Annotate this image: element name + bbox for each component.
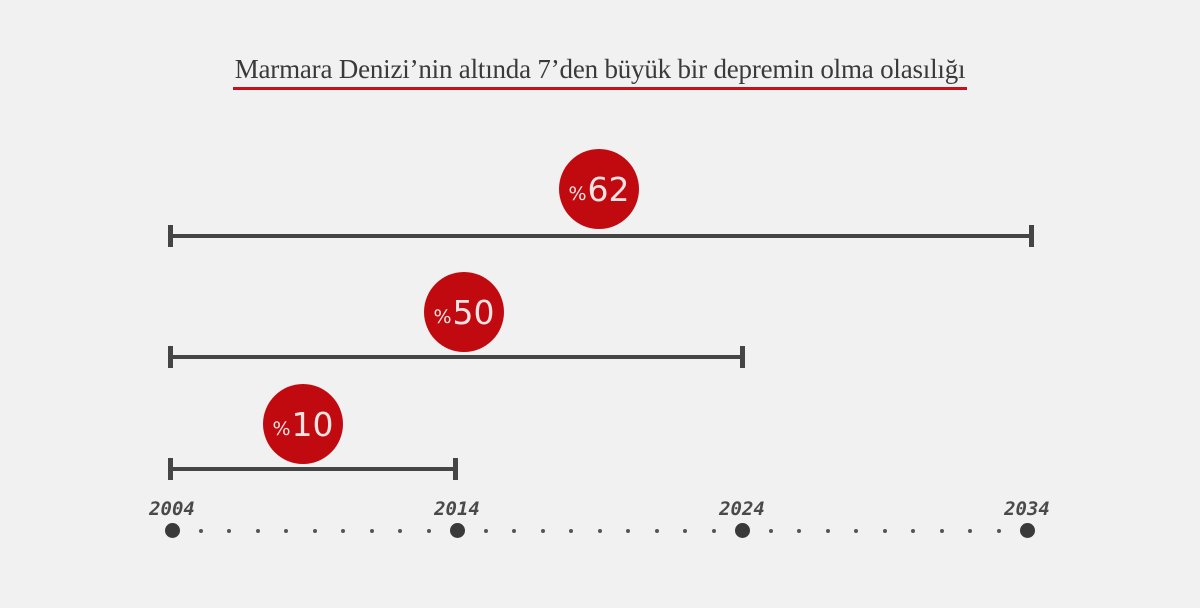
axis-minor-dot [797,529,801,533]
axis-minor-dot [312,529,317,533]
axis-minor-dot [854,529,858,533]
axis-minor-dot [284,529,288,533]
axis-minor-dot [996,529,1001,533]
axis-tick-label-2024: 2024 [719,498,765,520]
axis-tick-label-2004: 2004 [149,498,195,520]
range-bar-2004-2014 [168,458,458,480]
axis-minor-dot [683,529,687,533]
probability-value: 50 [452,292,495,332]
axis-minor-dot [768,529,773,533]
axis-minor-dot [939,529,944,533]
axis-minor-dot [882,529,887,533]
axis-major-dot [734,523,750,538]
axis-minor-dot [341,529,345,533]
axis-minor-dot [825,529,830,533]
axis-minor-dot [198,529,203,533]
axis-minor-dot [569,529,573,533]
probability-value: 10 [291,404,334,444]
percent-sign: % [568,183,587,205]
axis-major-dot [1019,523,1035,538]
percent-sign: % [272,418,291,440]
chart-title-container: Marmara Denizi’nin altında 7’den büyük b… [0,54,1200,90]
axis-minor-dot [426,529,431,533]
probability-value: 62 [587,169,630,209]
axis-minor-dot [512,529,516,533]
probability-badge-62: % 62 [559,149,639,229]
axis-major-dot [449,523,465,538]
axis-minor-dot [398,529,402,533]
axis-minor-dot [255,529,260,533]
axis-minor-dot [626,529,630,533]
probability-badge-50: % 50 [424,272,504,352]
probability-badge-10: % 10 [263,384,343,464]
axis-major-dot [164,523,180,538]
axis-minor-dot [483,529,488,533]
axis-minor-dot [911,529,915,533]
axis-minor-dot [369,529,374,533]
range-bar-2004-2034 [168,225,1034,247]
axis-tick-label-2014: 2014 [434,498,480,520]
axis-minor-dot [711,529,716,533]
axis-minor-dot [654,529,659,533]
range-bar-2004-2024 [168,346,745,368]
axis-minor-dot [597,529,602,533]
axis-minor-dot [540,529,545,533]
axis-minor-dot [968,529,972,533]
axis-tick-label-2034: 2034 [1004,498,1050,520]
chart-title: Marmara Denizi’nin altında 7’den büyük b… [232,54,968,90]
axis-minor-dot [227,529,231,533]
percent-sign: % [433,306,452,328]
